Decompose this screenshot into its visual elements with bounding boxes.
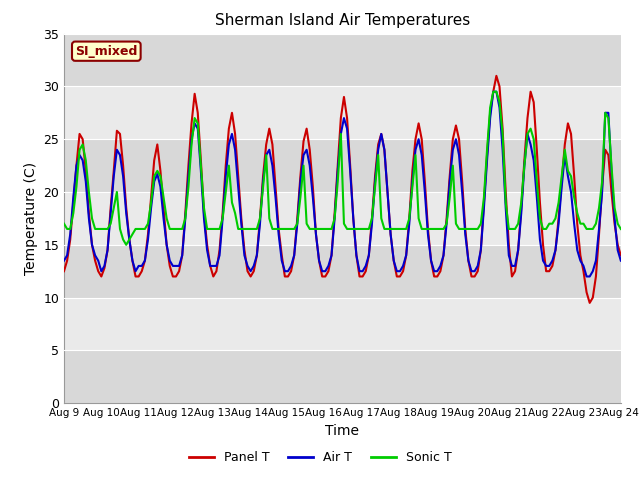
Bar xyxy=(64,298,621,350)
Text: SI_mixed: SI_mixed xyxy=(75,45,138,58)
Y-axis label: Temperature (C): Temperature (C) xyxy=(24,162,38,275)
Bar xyxy=(64,86,621,139)
Legend: Panel T, Air T, Sonic T: Panel T, Air T, Sonic T xyxy=(184,446,456,469)
Bar xyxy=(64,0,621,34)
X-axis label: Time: Time xyxy=(325,424,360,438)
Title: Sherman Island Air Temperatures: Sherman Island Air Temperatures xyxy=(215,13,470,28)
Bar xyxy=(64,192,621,245)
